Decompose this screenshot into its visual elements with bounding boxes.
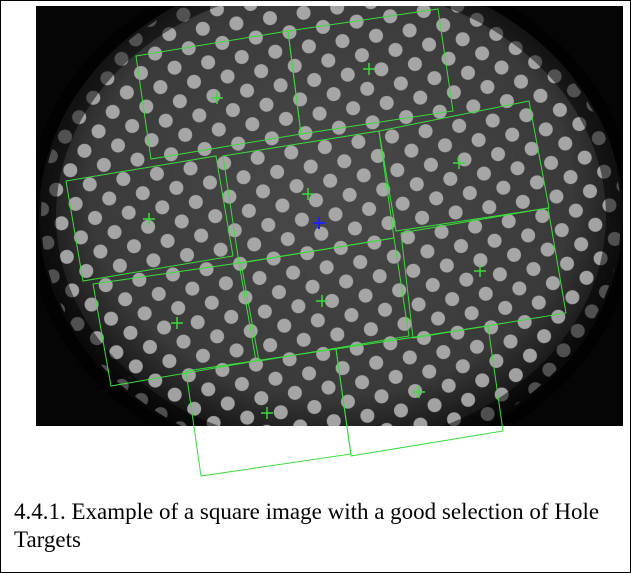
- micrograph: [1, 1, 630, 501]
- figure: 4.4.1. Example of a square image with a …: [0, 0, 631, 573]
- caption: 4.4.1. Example of a square image with a …: [14, 498, 614, 554]
